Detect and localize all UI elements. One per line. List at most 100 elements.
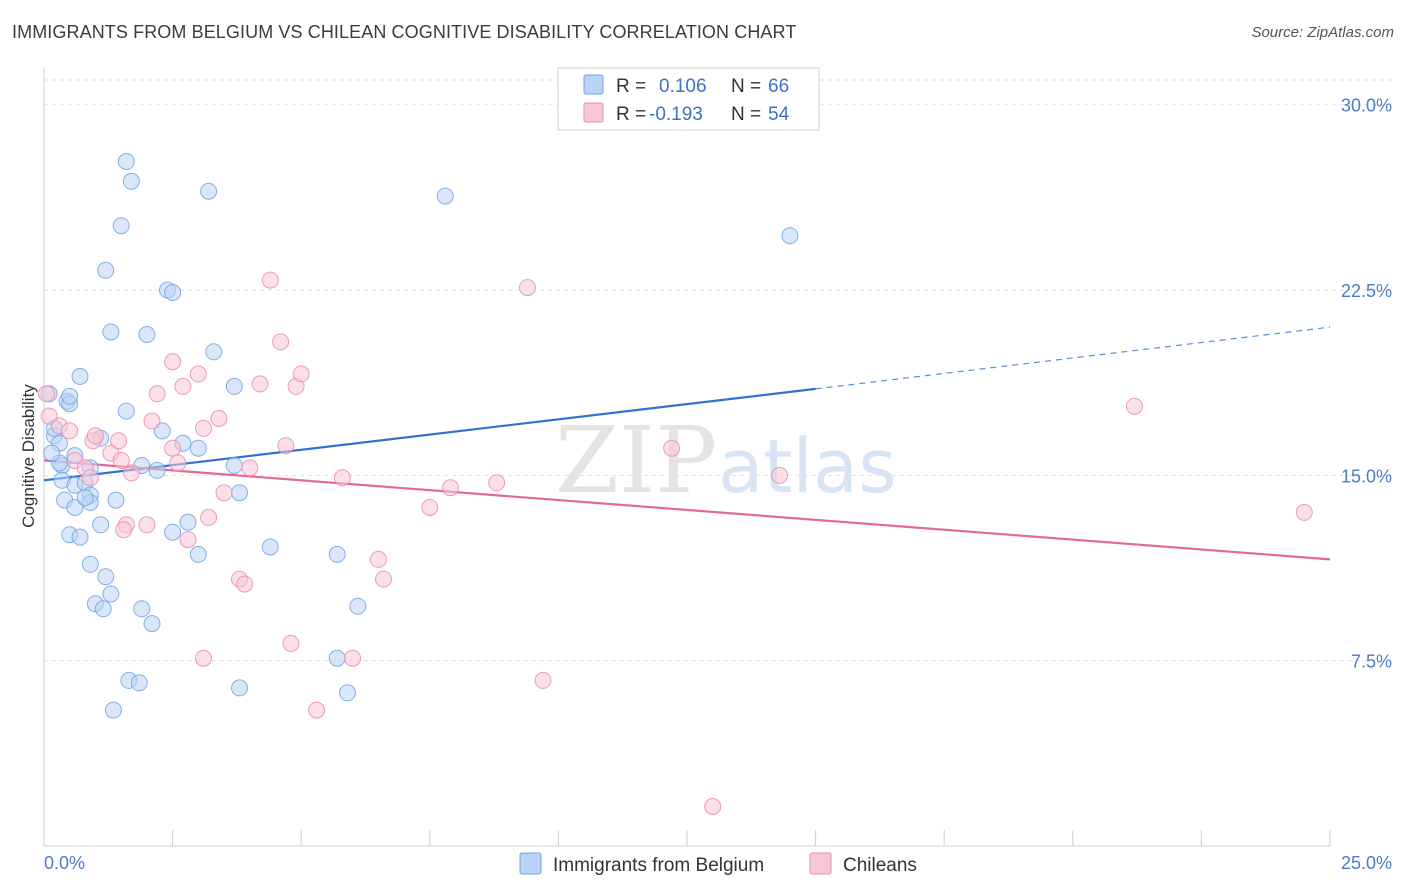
- point-s0-12: [71, 368, 89, 385]
- point-s0-41: [71, 528, 89, 546]
- point-s1-13: [138, 516, 156, 534]
- point-s1-45: [663, 439, 681, 457]
- legend-swatch-chileans: [583, 102, 604, 123]
- axes: [43, 68, 1331, 847]
- y-axis-label: Cognitive Disability: [19, 384, 38, 528]
- point-s1-38: [369, 550, 387, 568]
- point-s0-5: [112, 217, 130, 235]
- legend-stats: R = 0.106 N = 66 R = -0.193 N = 54: [557, 67, 820, 131]
- legend-r-label-2: R =: [616, 104, 646, 125]
- point-s0-2: [200, 182, 218, 200]
- point-s0-10: [138, 326, 156, 343]
- point-s1-36: [333, 469, 351, 487]
- watermark-atlas: atlas: [718, 424, 897, 510]
- point-s0-11: [205, 343, 223, 361]
- point-s1-27: [236, 575, 254, 593]
- point-s0-57: [231, 679, 248, 697]
- point-s1-25: [215, 484, 233, 502]
- legend-swatch-belgium-bottom: [519, 852, 542, 875]
- point-s0-45: [328, 545, 346, 563]
- point-s1-53: [110, 432, 128, 450]
- grid-lines: [44, 79, 1392, 662]
- legend-series-1-label: Immigrants from Belgium: [553, 855, 764, 876]
- point-s1-14: [143, 412, 161, 430]
- point-s0-8: [164, 284, 182, 301]
- point-s1-17: [164, 353, 182, 371]
- point-s0-20: [153, 422, 171, 440]
- point-s1-28: [241, 459, 259, 477]
- trend-line-belgium-extension: [815, 326, 1331, 390]
- point-s1-50: [195, 649, 212, 667]
- point-s1-20: [179, 531, 197, 549]
- point-s1-0: [38, 385, 56, 403]
- legend-n-value-1: 66: [768, 76, 789, 97]
- point-s1-21: [189, 365, 207, 383]
- chart-source: Source: ZipAtlas.com: [1251, 24, 1394, 41]
- point-s1-9: [112, 452, 130, 469]
- point-s1-3: [61, 422, 79, 440]
- point-s1-10: [122, 464, 140, 482]
- point-s0-53: [143, 615, 161, 633]
- chart-title: IMMIGRANTS FROM BELGIUM VS CHILEAN COGNI…: [12, 22, 797, 42]
- point-s0-35: [231, 484, 248, 502]
- point-s0-42: [164, 523, 182, 541]
- point-s0-4: [781, 227, 799, 245]
- point-s0-39: [179, 513, 197, 531]
- point-s0-38: [92, 516, 110, 534]
- data-points: [38, 153, 1313, 815]
- legend-swatch-chileans-bottom: [809, 852, 832, 875]
- point-s1-48: [1126, 397, 1143, 415]
- point-s1-40: [421, 499, 439, 516]
- point-s0-9: [102, 323, 120, 341]
- point-s0-58: [339, 684, 356, 702]
- point-s1-19: [174, 377, 192, 395]
- point-s0-27: [148, 461, 166, 479]
- point-s1-23: [200, 508, 218, 526]
- point-s0-47: [97, 568, 115, 586]
- point-s0-50: [94, 600, 112, 618]
- point-s0-0: [117, 153, 135, 170]
- point-s1-49: [1295, 503, 1313, 521]
- point-s1-39: [375, 570, 392, 588]
- point-s1-46: [771, 466, 789, 484]
- point-s1-29: [251, 375, 269, 393]
- watermark-zip: ZIP: [555, 407, 717, 514]
- point-s1-51: [282, 634, 300, 652]
- point-s0-44: [189, 545, 207, 563]
- point-s0-59: [104, 701, 122, 719]
- x-tick-labels: 0.0% 25.0%: [44, 853, 1392, 873]
- point-s1-24: [210, 410, 228, 427]
- point-s1-6: [81, 469, 99, 487]
- point-s0-37: [66, 499, 84, 516]
- x-tick-label-1: 25.0%: [1341, 853, 1392, 873]
- point-s0-43: [261, 538, 279, 556]
- point-s1-22: [195, 419, 212, 437]
- y-tick-label-0: 7.5%: [1351, 652, 1392, 672]
- point-s1-37: [344, 649, 362, 667]
- point-s0-28: [225, 457, 243, 474]
- point-s0-51: [133, 600, 151, 618]
- point-s1-34: [292, 365, 310, 383]
- point-s1-18: [169, 454, 187, 472]
- point-s1-42: [488, 474, 506, 492]
- legend-r-label-1: R =: [616, 76, 646, 97]
- point-s0-54: [328, 649, 346, 667]
- x-tick-label-0: 0.0%: [44, 853, 85, 873]
- y-tick-labels: 7.5% 15.0% 22.5% 30.0%: [1341, 96, 1392, 672]
- point-s0-13: [225, 377, 243, 395]
- point-s0-34: [107, 491, 125, 509]
- point-s1-12: [115, 521, 133, 539]
- trend-line-chileans: [43, 459, 1331, 561]
- legend-series: Immigrants from Belgium Chileans: [519, 852, 917, 876]
- y-tick-label-2: 22.5%: [1341, 281, 1392, 301]
- watermark: ZIP atlas: [555, 407, 897, 514]
- point-s1-44: [534, 671, 552, 689]
- point-s1-52: [86, 427, 104, 445]
- legend-n-value-2: 54: [768, 104, 790, 125]
- point-s0-6: [97, 261, 115, 279]
- legend-series-2-label: Chileans: [843, 855, 917, 876]
- point-s1-16: [164, 439, 182, 457]
- point-s0-16: [117, 402, 135, 420]
- point-s1-35: [308, 701, 326, 719]
- point-s0-46: [81, 555, 99, 573]
